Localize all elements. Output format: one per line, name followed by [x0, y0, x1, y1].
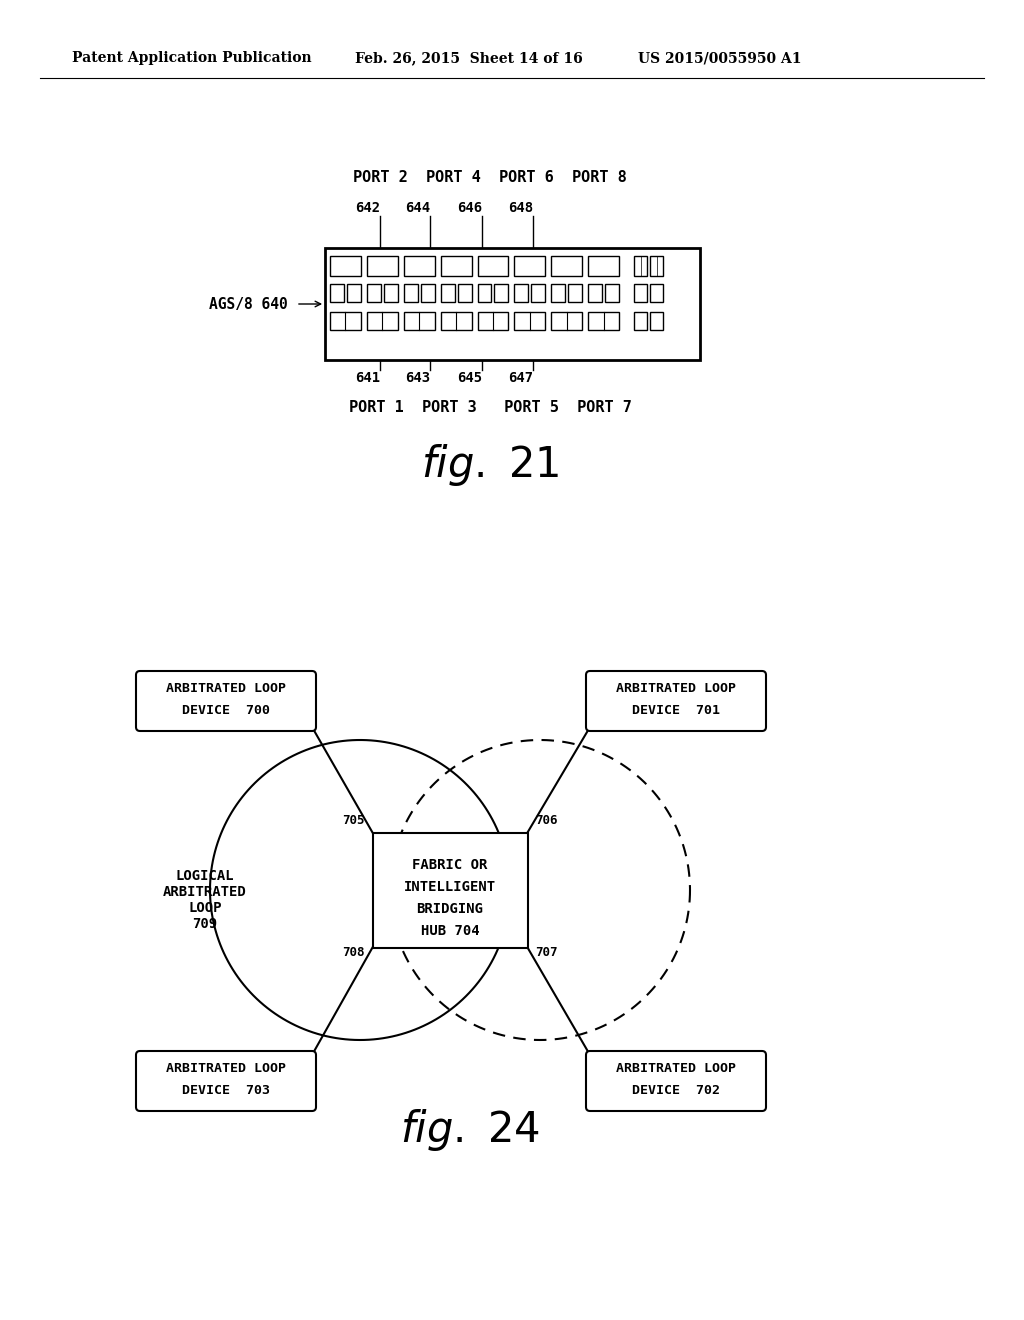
FancyBboxPatch shape — [325, 248, 700, 360]
Text: PORT 1  PORT 3   PORT 5  PORT 7: PORT 1 PORT 3 PORT 5 PORT 7 — [348, 400, 632, 416]
Text: INTELLIGENT: INTELLIGENT — [403, 880, 496, 894]
Text: DEVICE  700: DEVICE 700 — [182, 705, 270, 718]
Text: 705: 705 — [342, 814, 365, 828]
FancyBboxPatch shape — [347, 284, 360, 302]
Text: DEVICE  703: DEVICE 703 — [182, 1085, 270, 1097]
FancyBboxPatch shape — [588, 256, 618, 276]
FancyBboxPatch shape — [330, 312, 360, 330]
Text: 707: 707 — [536, 945, 558, 958]
FancyBboxPatch shape — [367, 256, 397, 276]
Text: 644: 644 — [404, 201, 430, 215]
Text: ARBITRATED LOOP: ARBITRATED LOOP — [616, 1063, 736, 1076]
FancyBboxPatch shape — [495, 284, 508, 302]
FancyBboxPatch shape — [650, 284, 663, 302]
FancyBboxPatch shape — [136, 1051, 316, 1111]
Text: ARBITRATED LOOP: ARBITRATED LOOP — [616, 682, 736, 696]
FancyBboxPatch shape — [477, 312, 508, 330]
Text: 641: 641 — [355, 371, 380, 385]
Text: DEVICE  701: DEVICE 701 — [632, 705, 720, 718]
FancyBboxPatch shape — [586, 671, 766, 731]
FancyBboxPatch shape — [403, 256, 434, 276]
FancyBboxPatch shape — [588, 312, 618, 330]
FancyBboxPatch shape — [440, 312, 471, 330]
FancyBboxPatch shape — [440, 284, 455, 302]
FancyBboxPatch shape — [440, 256, 471, 276]
Text: ARBITRATED LOOP: ARBITRATED LOOP — [166, 682, 286, 696]
FancyBboxPatch shape — [634, 284, 647, 302]
FancyBboxPatch shape — [586, 1051, 766, 1111]
FancyBboxPatch shape — [588, 284, 602, 302]
FancyBboxPatch shape — [551, 312, 582, 330]
Text: BRIDGING: BRIDGING — [417, 902, 483, 916]
Text: FABRIC OR: FABRIC OR — [413, 858, 487, 873]
FancyBboxPatch shape — [421, 284, 434, 302]
FancyBboxPatch shape — [634, 312, 647, 330]
FancyBboxPatch shape — [650, 256, 663, 276]
Text: 708: 708 — [342, 945, 365, 958]
Text: $\mathit{fig.\ 24}$: $\mathit{fig.\ 24}$ — [400, 1107, 540, 1152]
FancyBboxPatch shape — [367, 284, 381, 302]
Text: ARBITRATED LOOP: ARBITRATED LOOP — [166, 1063, 286, 1076]
FancyBboxPatch shape — [403, 284, 418, 302]
Text: US 2015/0055950 A1: US 2015/0055950 A1 — [638, 51, 802, 65]
Text: 648: 648 — [508, 201, 534, 215]
FancyBboxPatch shape — [477, 256, 508, 276]
Text: 647: 647 — [508, 371, 534, 385]
Text: 642: 642 — [355, 201, 380, 215]
Text: Feb. 26, 2015  Sheet 14 of 16: Feb. 26, 2015 Sheet 14 of 16 — [355, 51, 583, 65]
FancyBboxPatch shape — [136, 671, 316, 731]
FancyBboxPatch shape — [551, 256, 582, 276]
FancyBboxPatch shape — [403, 312, 434, 330]
FancyBboxPatch shape — [330, 284, 344, 302]
FancyBboxPatch shape — [514, 284, 528, 302]
Text: 643: 643 — [404, 371, 430, 385]
FancyBboxPatch shape — [458, 284, 471, 302]
FancyBboxPatch shape — [650, 312, 663, 330]
Text: 645: 645 — [457, 371, 482, 385]
FancyBboxPatch shape — [514, 312, 545, 330]
Text: AGS/8 640: AGS/8 640 — [209, 297, 288, 312]
FancyBboxPatch shape — [477, 284, 492, 302]
Text: Patent Application Publication: Patent Application Publication — [72, 51, 311, 65]
FancyBboxPatch shape — [373, 833, 527, 948]
Text: LOGICAL
ARBITRATED
LOOP
709: LOGICAL ARBITRATED LOOP 709 — [163, 869, 247, 932]
Text: HUB 704: HUB 704 — [421, 924, 479, 939]
FancyBboxPatch shape — [605, 284, 618, 302]
FancyBboxPatch shape — [330, 256, 360, 276]
FancyBboxPatch shape — [568, 284, 582, 302]
FancyBboxPatch shape — [514, 256, 545, 276]
FancyBboxPatch shape — [531, 284, 545, 302]
Text: DEVICE  702: DEVICE 702 — [632, 1085, 720, 1097]
Text: $\mathit{fig.\ 21}$: $\mathit{fig.\ 21}$ — [421, 442, 559, 488]
Text: PORT 2  PORT 4  PORT 6  PORT 8: PORT 2 PORT 4 PORT 6 PORT 8 — [353, 170, 627, 186]
Text: 706: 706 — [536, 814, 558, 828]
FancyBboxPatch shape — [551, 284, 565, 302]
FancyBboxPatch shape — [634, 256, 647, 276]
Text: 646: 646 — [457, 201, 482, 215]
FancyBboxPatch shape — [367, 312, 397, 330]
FancyBboxPatch shape — [384, 284, 397, 302]
